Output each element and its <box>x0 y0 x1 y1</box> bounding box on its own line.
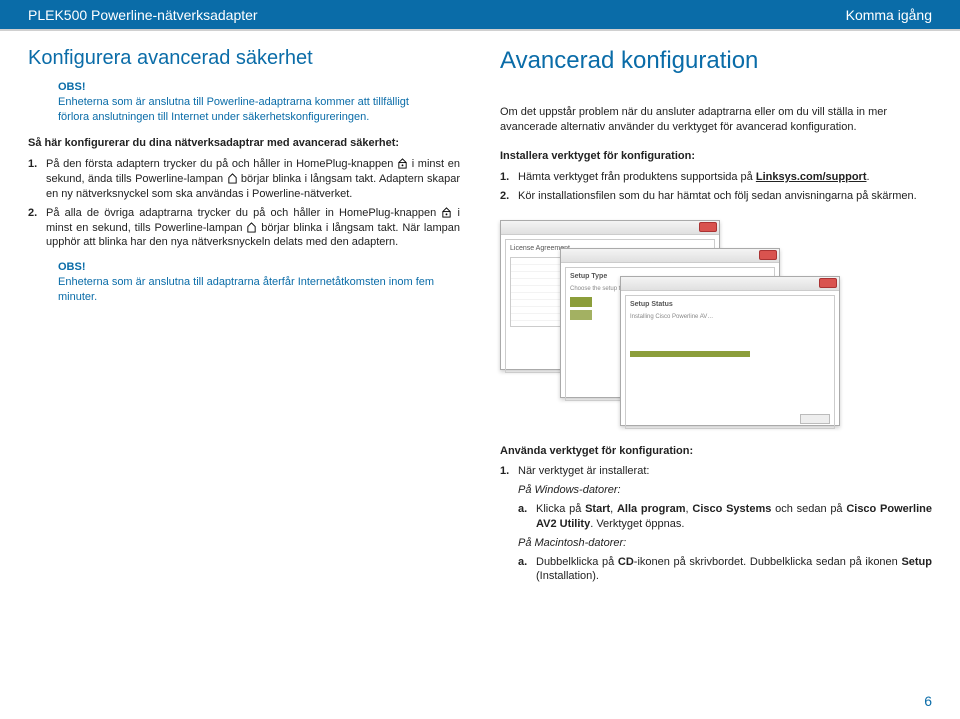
obs-box-1: OBS! Enheterna som är anslutna till Powe… <box>58 80 438 125</box>
right-column: Avancerad konfiguration Om det uppstår p… <box>500 45 932 588</box>
windows-step-a: a. Klicka på Start, Alla program, Cisco … <box>518 502 932 532</box>
right-intro: Om det uppstår problem när du ansluter a… <box>500 105 932 135</box>
homeplug-icon <box>397 158 408 169</box>
left-steps: 1. På den första adaptern trycker du på … <box>28 157 460 250</box>
page-number: 6 <box>924 692 932 711</box>
use-steps: 1. När verktyget är installerat: <box>500 464 932 479</box>
windows-sub: a. Klicka på Start, Alla program, Cisco … <box>500 502 932 532</box>
mac-sub: a. Dubbelklicka på CD-ikonen på skrivbor… <box>500 555 932 585</box>
close-icon <box>759 250 777 260</box>
left-title: Konfigurera avancerad säkerhet <box>28 45 460 72</box>
obs2-text: Enheterna som är anslutna till adaptrarn… <box>58 275 438 305</box>
use-tool-section: Använda verktyget för konfiguration: 1. … <box>500 444 932 585</box>
right-title: Avancerad konfiguration <box>500 45 932 77</box>
right-sub1: Installera verktyget för konfiguration: <box>500 149 932 164</box>
header-left: PLEK500 Powerline-nätverksadapter <box>28 6 258 25</box>
install-step-2: 2. Kör installationsfilen som du har häm… <box>500 189 932 204</box>
obs1-title: OBS! <box>58 80 438 95</box>
header-right: Komma igång <box>846 6 932 25</box>
mock-window-3: Setup Status Installing Cisco Powerline … <box>620 276 840 426</box>
homeplug-icon <box>441 207 452 218</box>
close-icon <box>819 278 837 288</box>
left-step-1: 1. På den första adaptern trycker du på … <box>28 157 460 202</box>
install-steps: 1. Hämta verktyget från produktens suppo… <box>500 170 932 204</box>
obs-box-2: OBS! Enheterna som är anslutna till adap… <box>58 260 438 305</box>
page-header: PLEK500 Powerline-nätverksadapter Komma … <box>0 0 960 31</box>
mock-titlebar <box>501 221 719 235</box>
obs2-title: OBS! <box>58 260 438 275</box>
right-sub2: Använda verktyget för konfiguration: <box>500 444 932 459</box>
mac-step-a: a. Dubbelklicka på CD-ikonen på skrivbor… <box>518 555 932 585</box>
left-step-2: 2. På alla de övriga adaptrarna trycker … <box>28 206 460 251</box>
mac-label: På Macintosh-datorer: <box>518 536 932 551</box>
mock-titlebar <box>561 249 779 263</box>
close-icon <box>699 222 717 232</box>
left-subhead: Så här konfigurerar du dina nätverksadap… <box>28 136 460 151</box>
left-column: Konfigurera avancerad säkerhet OBS! Enhe… <box>28 45 460 588</box>
page-body: Konfigurera avancerad säkerhet OBS! Enhe… <box>0 31 960 588</box>
mock-titlebar <box>621 277 839 291</box>
mock-inner: Setup Status Installing Cisco Powerline … <box>625 295 835 429</box>
install-step-1: 1. Hämta verktyget från produktens suppo… <box>500 170 932 185</box>
obs1-text: Enheterna som är anslutna till Powerline… <box>58 95 438 125</box>
installer-screenshots: License Agreement Setup Type Choose the … <box>500 220 932 420</box>
powerline-icon <box>246 222 257 233</box>
powerline-icon <box>227 173 238 184</box>
support-link[interactable]: Linksys.com/support <box>756 171 867 183</box>
use-step-1: 1. När verktyget är installerat: <box>500 464 932 479</box>
windows-label: På Windows-datorer: <box>518 483 932 498</box>
